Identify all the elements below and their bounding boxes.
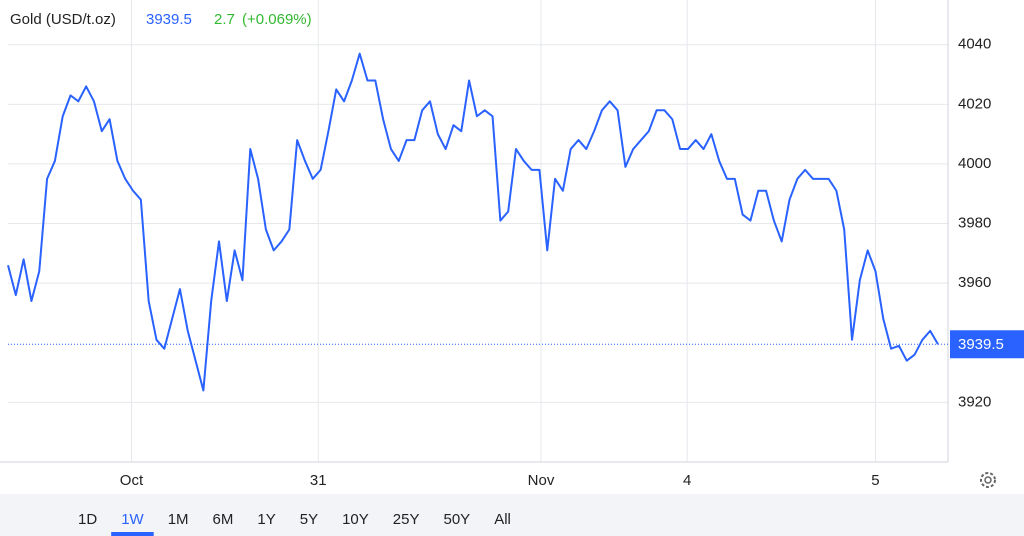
last-price-label: 3939.5 — [958, 336, 1004, 353]
range-button[interactable]: 5Y — [300, 511, 318, 528]
last-price-box — [950, 330, 1024, 359]
x-tick-label: 5 — [871, 472, 879, 489]
x-tick-label: Oct — [120, 472, 144, 489]
y-tick-label: 3980 — [958, 215, 991, 232]
range-button[interactable]: 1M — [168, 511, 189, 528]
y-tick-label: 4040 — [958, 36, 991, 53]
x-tick-label: 4 — [683, 472, 691, 489]
range-button[interactable]: 6M — [213, 511, 234, 528]
price-line — [7, 52, 939, 392]
chart-title: Gold (USD/t.oz) — [10, 11, 116, 28]
y-tick-label: 3960 — [958, 274, 991, 291]
settings-icon[interactable] — [980, 472, 996, 488]
y-tick-label: 3920 — [958, 393, 991, 410]
header-change: 2.7 — [214, 11, 235, 28]
range-selected-underline — [111, 532, 154, 536]
header-price: 3939.5 — [146, 11, 192, 28]
range-button[interactable]: All — [494, 511, 511, 528]
range-button[interactable]: 10Y — [342, 511, 369, 528]
x-tick-label: Nov — [528, 472, 555, 489]
range-bar — [0, 494, 1024, 536]
y-tick-label: 4020 — [958, 95, 991, 112]
range-button[interactable]: 1Y — [257, 511, 275, 528]
range-button[interactable]: 1W — [121, 511, 144, 528]
range-button[interactable]: 1D — [78, 511, 97, 528]
range-button[interactable]: 25Y — [393, 511, 420, 528]
x-tick-label: 31 — [310, 472, 327, 489]
header-change-pct: (+0.069%) — [242, 11, 312, 28]
y-tick-label: 4000 — [958, 155, 991, 172]
range-button[interactable]: 50Y — [444, 511, 471, 528]
